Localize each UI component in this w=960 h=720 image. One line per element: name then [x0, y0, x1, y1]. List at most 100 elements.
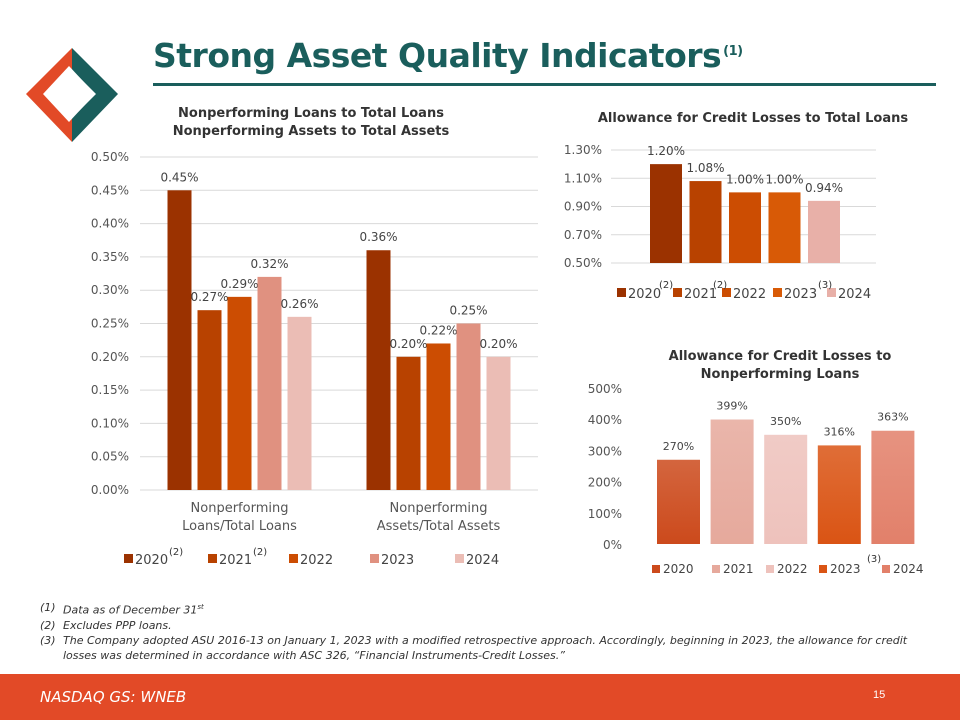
footnote-text-body: Data as of December 31 — [63, 603, 198, 617]
y-tick-label: 0.25% — [91, 317, 129, 331]
y-tick-label: 500% — [588, 382, 622, 396]
data-label: 0.22% — [419, 323, 457, 337]
legend-label: 2020 — [628, 287, 661, 302]
data-label: 1.00% — [765, 172, 803, 186]
legend-swatch — [882, 565, 890, 573]
legend-swatch — [208, 554, 217, 563]
category-label: Loans/Total Loans — [182, 519, 297, 534]
chart-subtitle: Nonperforming Loans — [701, 367, 860, 382]
data-label: 399% — [716, 400, 747, 413]
data-label: 0.27% — [190, 290, 228, 304]
chart-subtitle: Nonperforming Assets to Total Assets — [173, 124, 450, 139]
legend-note: (2) — [713, 280, 727, 291]
legend-swatch — [819, 565, 827, 573]
category-label: Nonperforming — [390, 501, 488, 516]
bar-2021 — [197, 310, 222, 490]
y-tick-label: 1.10% — [564, 171, 602, 185]
footnote-text: Data as of December 31st — [63, 600, 204, 618]
legend-swatch — [712, 565, 720, 573]
category-label: Nonperforming — [191, 501, 289, 516]
y-tick-label: 1.30% — [564, 143, 602, 157]
legend-swatch — [722, 288, 731, 297]
bar-2022 — [227, 296, 252, 490]
bar-2023 — [257, 276, 282, 490]
data-label: 270% — [663, 440, 694, 453]
footer-bar — [0, 674, 960, 720]
legend-note: (2) — [169, 547, 183, 558]
legend-swatch — [124, 554, 133, 563]
legend-swatch — [289, 554, 298, 563]
footnote-sup: st — [197, 603, 204, 611]
data-label: 0.25% — [449, 304, 487, 318]
bar-2022 — [729, 192, 761, 263]
bar-2024 — [287, 316, 312, 490]
legend-label: 2023 — [784, 287, 817, 302]
footnote-text: Excludes PPP loans. — [63, 618, 172, 632]
bar-2020 — [657, 459, 700, 544]
y-tick-label: 0% — [603, 538, 622, 552]
bar-2020 — [650, 164, 682, 263]
y-tick-label: 100% — [588, 507, 622, 521]
bar-2020 — [366, 250, 391, 490]
y-tick-label: 0.10% — [91, 416, 129, 430]
legend-label: 2022 — [733, 287, 766, 302]
data-label: 1.20% — [647, 144, 685, 158]
legend-label: 2023 — [830, 562, 861, 576]
data-label: 0.20% — [479, 337, 517, 351]
footnote-number: (1) — [40, 601, 56, 614]
title-underline — [153, 83, 936, 86]
legend-label: 2020 — [663, 562, 694, 576]
y-tick-label: 300% — [588, 444, 622, 458]
chart-title: Allowance for Credit Losses to — [669, 349, 892, 364]
data-label: 316% — [824, 425, 855, 438]
y-tick-label: 0.35% — [91, 250, 129, 264]
legend-label: 2024 — [838, 287, 871, 302]
bar-2020 — [167, 190, 192, 491]
y-tick-label: 0.05% — [91, 450, 129, 464]
data-label: 0.26% — [280, 297, 318, 311]
y-tick-label: 0.90% — [564, 200, 602, 214]
y-tick-label: 0.50% — [564, 256, 602, 270]
footnote-1: (1) Data as of December 31st — [40, 600, 940, 618]
legend-note: (3) — [818, 280, 832, 291]
company-logo — [26, 48, 118, 142]
y-tick-label: 0.00% — [91, 483, 129, 497]
legend-swatch — [652, 565, 660, 573]
data-label: 0.29% — [220, 277, 258, 291]
footnote-3: (3) The Company adopted ASU 2016-13 on Ja… — [40, 633, 940, 663]
bar-2023 — [456, 323, 481, 490]
data-label: 0.45% — [160, 170, 198, 184]
footnote-2: (2) Excludes PPP loans. — [40, 618, 940, 633]
legend-label: 2022 — [300, 553, 333, 568]
legend-swatch — [766, 565, 774, 573]
logo-diamond-outer-icon — [26, 48, 118, 142]
y-tick-label: 0.30% — [91, 283, 129, 297]
title-footnote-marker: (1) — [723, 44, 743, 59]
chart-title: Nonperforming Loans to Total Loans — [178, 106, 444, 121]
legend-note: (3) — [867, 554, 881, 565]
y-tick-label: 0.20% — [91, 350, 129, 364]
data-label: 0.32% — [250, 257, 288, 271]
bar-2023 — [817, 445, 861, 544]
data-label: 0.94% — [805, 181, 843, 195]
category-label: Assets/Total Assets — [377, 519, 501, 534]
y-tick-label: 200% — [588, 476, 622, 490]
legend-swatch — [773, 288, 782, 297]
bar-2022 — [426, 343, 451, 490]
bar-2024 — [808, 200, 840, 263]
y-tick-label: 0.40% — [91, 217, 129, 231]
bar-2021 — [396, 356, 421, 490]
y-tick-label: 400% — [588, 413, 622, 427]
legend-swatch — [673, 288, 682, 297]
legend-label: 2024 — [466, 553, 499, 568]
legend-label: 2022 — [777, 562, 808, 576]
footnote-number: (3) — [40, 633, 56, 647]
footer-ticker: NASDAQ GS: WNEB — [40, 688, 187, 706]
bar-2024 — [871, 430, 915, 544]
legend-label: 2023 — [381, 553, 414, 568]
legend-swatch — [827, 288, 836, 297]
y-tick-label: 0.15% — [91, 383, 129, 397]
legend-note: (2) — [253, 547, 267, 558]
bar-2021 — [689, 181, 722, 263]
legend-label: 2024 — [893, 562, 924, 576]
